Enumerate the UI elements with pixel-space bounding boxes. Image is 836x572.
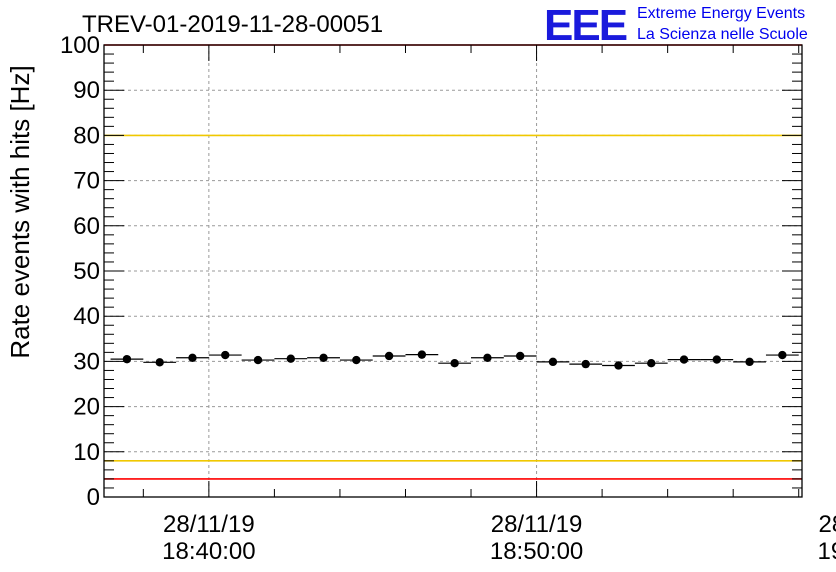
data-point (483, 353, 492, 362)
y-tick-label: 60 (73, 213, 100, 240)
data-point (647, 359, 656, 368)
y-tick-label: 80 (73, 122, 100, 149)
data-point (253, 355, 263, 365)
data-point (319, 353, 328, 362)
y-axis-label: Rate events with hits [Hz] (5, 65, 35, 358)
data-point (581, 359, 590, 369)
axes: 010203040506070809010028/11/1918:40:0028… (60, 32, 836, 565)
data-point (188, 353, 197, 362)
data-point (515, 351, 525, 361)
x-tick-label-time: 18:50:00 (490, 538, 583, 565)
data-point (614, 361, 623, 370)
data-point (450, 359, 459, 368)
x-tick-label-date: 28/11/19 (163, 511, 255, 538)
data-point (778, 350, 787, 360)
data-series (110, 350, 799, 370)
data-point (122, 354, 132, 364)
y-tick-label: 30 (73, 348, 100, 375)
data-point (548, 357, 558, 367)
data-point (155, 358, 164, 367)
data-point (712, 355, 721, 364)
grid (104, 45, 802, 497)
data-point (384, 351, 394, 361)
data-point (417, 350, 427, 359)
y-tick-label: 10 (73, 439, 100, 466)
x-tick-label-date: 28/11/19 (491, 511, 583, 538)
data-point (352, 355, 361, 365)
logo-letters: EEE (544, 1, 627, 50)
x-tick-label-date: 28/11/19 (818, 511, 836, 538)
data-point (679, 355, 689, 364)
y-tick-label: 0 (87, 484, 100, 511)
y-tick-label: 40 (73, 303, 100, 330)
y-tick-label: 90 (73, 77, 100, 104)
data-point (286, 354, 295, 363)
y-tick-label: 50 (73, 258, 100, 285)
data-point (221, 350, 230, 360)
x-tick-label-time: 19:00:00 (818, 538, 836, 565)
y-tick-label: 70 (73, 168, 100, 195)
logo-line-2: La Scienza nelle Scuole (637, 26, 808, 43)
y-tick-label: 20 (73, 394, 100, 421)
run-title: TREV-01-2019-11-28-00051 (82, 11, 383, 38)
y-tick-label: 100 (60, 32, 100, 59)
x-tick-label-time: 18:40:00 (162, 538, 255, 565)
logo-line-1: Extreme Energy Events (637, 5, 805, 22)
data-point (745, 357, 754, 367)
eee-logo: EEE Extreme Energy Events La Scienza nel… (544, 1, 808, 50)
